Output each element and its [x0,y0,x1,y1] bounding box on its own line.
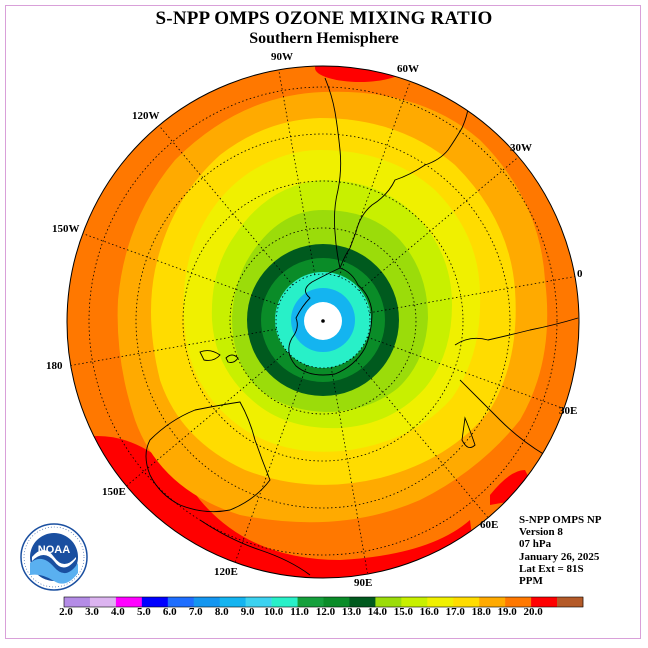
meridian-line [278,68,316,275]
colorbar-tick-label: 2.0 [59,606,73,618]
noaa-logo-icon: NOAA [20,523,88,591]
colorbar-tick-label: 19.0 [497,606,517,618]
colorbar [63,596,584,608]
asia-coast [199,519,311,576]
longitude-label: 150W [52,223,80,235]
longitude-label: 30E [559,405,578,417]
meridian-line [330,367,368,574]
madagascar [461,416,476,449]
longitude-label: 90E [354,577,373,589]
colorbar-border [63,596,584,608]
africa-coast [454,317,579,456]
colorbar-tick-label: 11.0 [290,606,309,618]
meridian-line [367,336,564,409]
colorbar-swatch [375,597,402,607]
colorbar-swatch [557,597,584,607]
colorbar-tick-label: 4.0 [111,606,125,618]
meridian-line [352,356,488,518]
info-version: Version 8 [519,526,563,539]
info-panel: S-NPP OMPS NP Version 8 07 hPa January 2… [519,514,602,587]
latitude-lines [88,86,558,556]
antarctica-coast [288,267,373,376]
colorbar-tick-label: 20.0 [523,606,543,618]
colorbar-swatch [89,597,117,607]
colorbar-tick-label: 14.0 [367,606,388,618]
colorbar-tick-label: 6.0 [162,606,177,618]
longitude-label: 150E [102,486,126,498]
colorbar-tick-label: 15.0 [393,606,413,618]
colorbar-swatch [193,597,220,607]
colorbar-swatch [323,597,350,607]
meridian-line [338,80,411,277]
south-pole-marker [321,319,325,323]
colorbar-swatch [167,597,195,607]
meridian-line [82,233,279,306]
longitude-label: 180 [46,360,63,372]
longitude-label: 120W [132,110,160,122]
colorbar-swatch [141,597,169,607]
colorbar-swatch [427,597,454,607]
colorbar-tick-label: 18.0 [471,606,491,618]
figure-subtitle: Southern Hemisphere [249,30,399,47]
longitude-label: 0 [577,268,583,280]
colorbar-tick-label: 5.0 [136,606,151,618]
colorbar-tick-label: 10.0 [263,606,284,618]
meridian-line [358,156,520,292]
colorbar-swatch [219,597,246,607]
longitude-label: 30W [510,142,532,154]
australia-coast [145,401,271,513]
info-instrument: S-NPP OMPS NP [519,514,602,526]
colorbar-tick-label: 12.0 [315,606,336,618]
info-level: 07 hPa [519,538,552,551]
ozone-contours [67,66,579,578]
meridian-line [235,365,308,562]
info-date: January 26, 2025 [519,550,600,563]
colorbar-swatch [401,597,428,607]
figure-title: S-NPP OMPS OZONE MIXING RATIO [155,8,493,29]
colorbar-tick-label: 7.0 [188,606,203,618]
colorbar-swatch [115,597,143,607]
meridian-line [126,350,288,486]
longitude-label: 60W [397,63,419,75]
info-lat-ext: Lat Ext = 81S [519,562,584,575]
colorbar-tick-label: 9.0 [240,606,255,618]
south-america-east [339,97,469,269]
colorbar-swatch [297,597,324,607]
meridian-line [369,276,576,314]
colorbar-swatch [505,597,532,607]
colorbar-swatch [531,597,558,607]
colorbar-swatch [479,597,506,607]
globe-outline [66,65,580,579]
meridian-line [70,328,277,366]
colorbar-tick-label: 17.0 [445,606,465,618]
colorbar-tick-label: 13.0 [341,606,362,618]
longitude-label: 60E [480,519,499,531]
colorbar-tick-label: 3.0 [85,606,99,618]
new-zealand [199,350,239,363]
colorbar-swatch [453,597,480,607]
colorbar-tick-label: 16.0 [419,606,439,618]
colorbar-swatch [271,597,298,607]
coastlines [145,77,579,576]
south-america-west [324,77,342,269]
logo-text: NOAA [38,544,70,556]
meridian-line [158,124,294,286]
colorbar-swatch [64,597,91,607]
longitude-label: 120E [214,566,238,578]
colorbar-tick-label: 8.0 [214,606,229,618]
figure-frame [5,5,641,639]
info-units: PPM [519,575,543,588]
colorbar-swatch [349,597,376,607]
longitude-label: 90W [271,51,293,63]
colorbar-swatch [245,597,272,607]
longitude-lines [70,68,576,574]
